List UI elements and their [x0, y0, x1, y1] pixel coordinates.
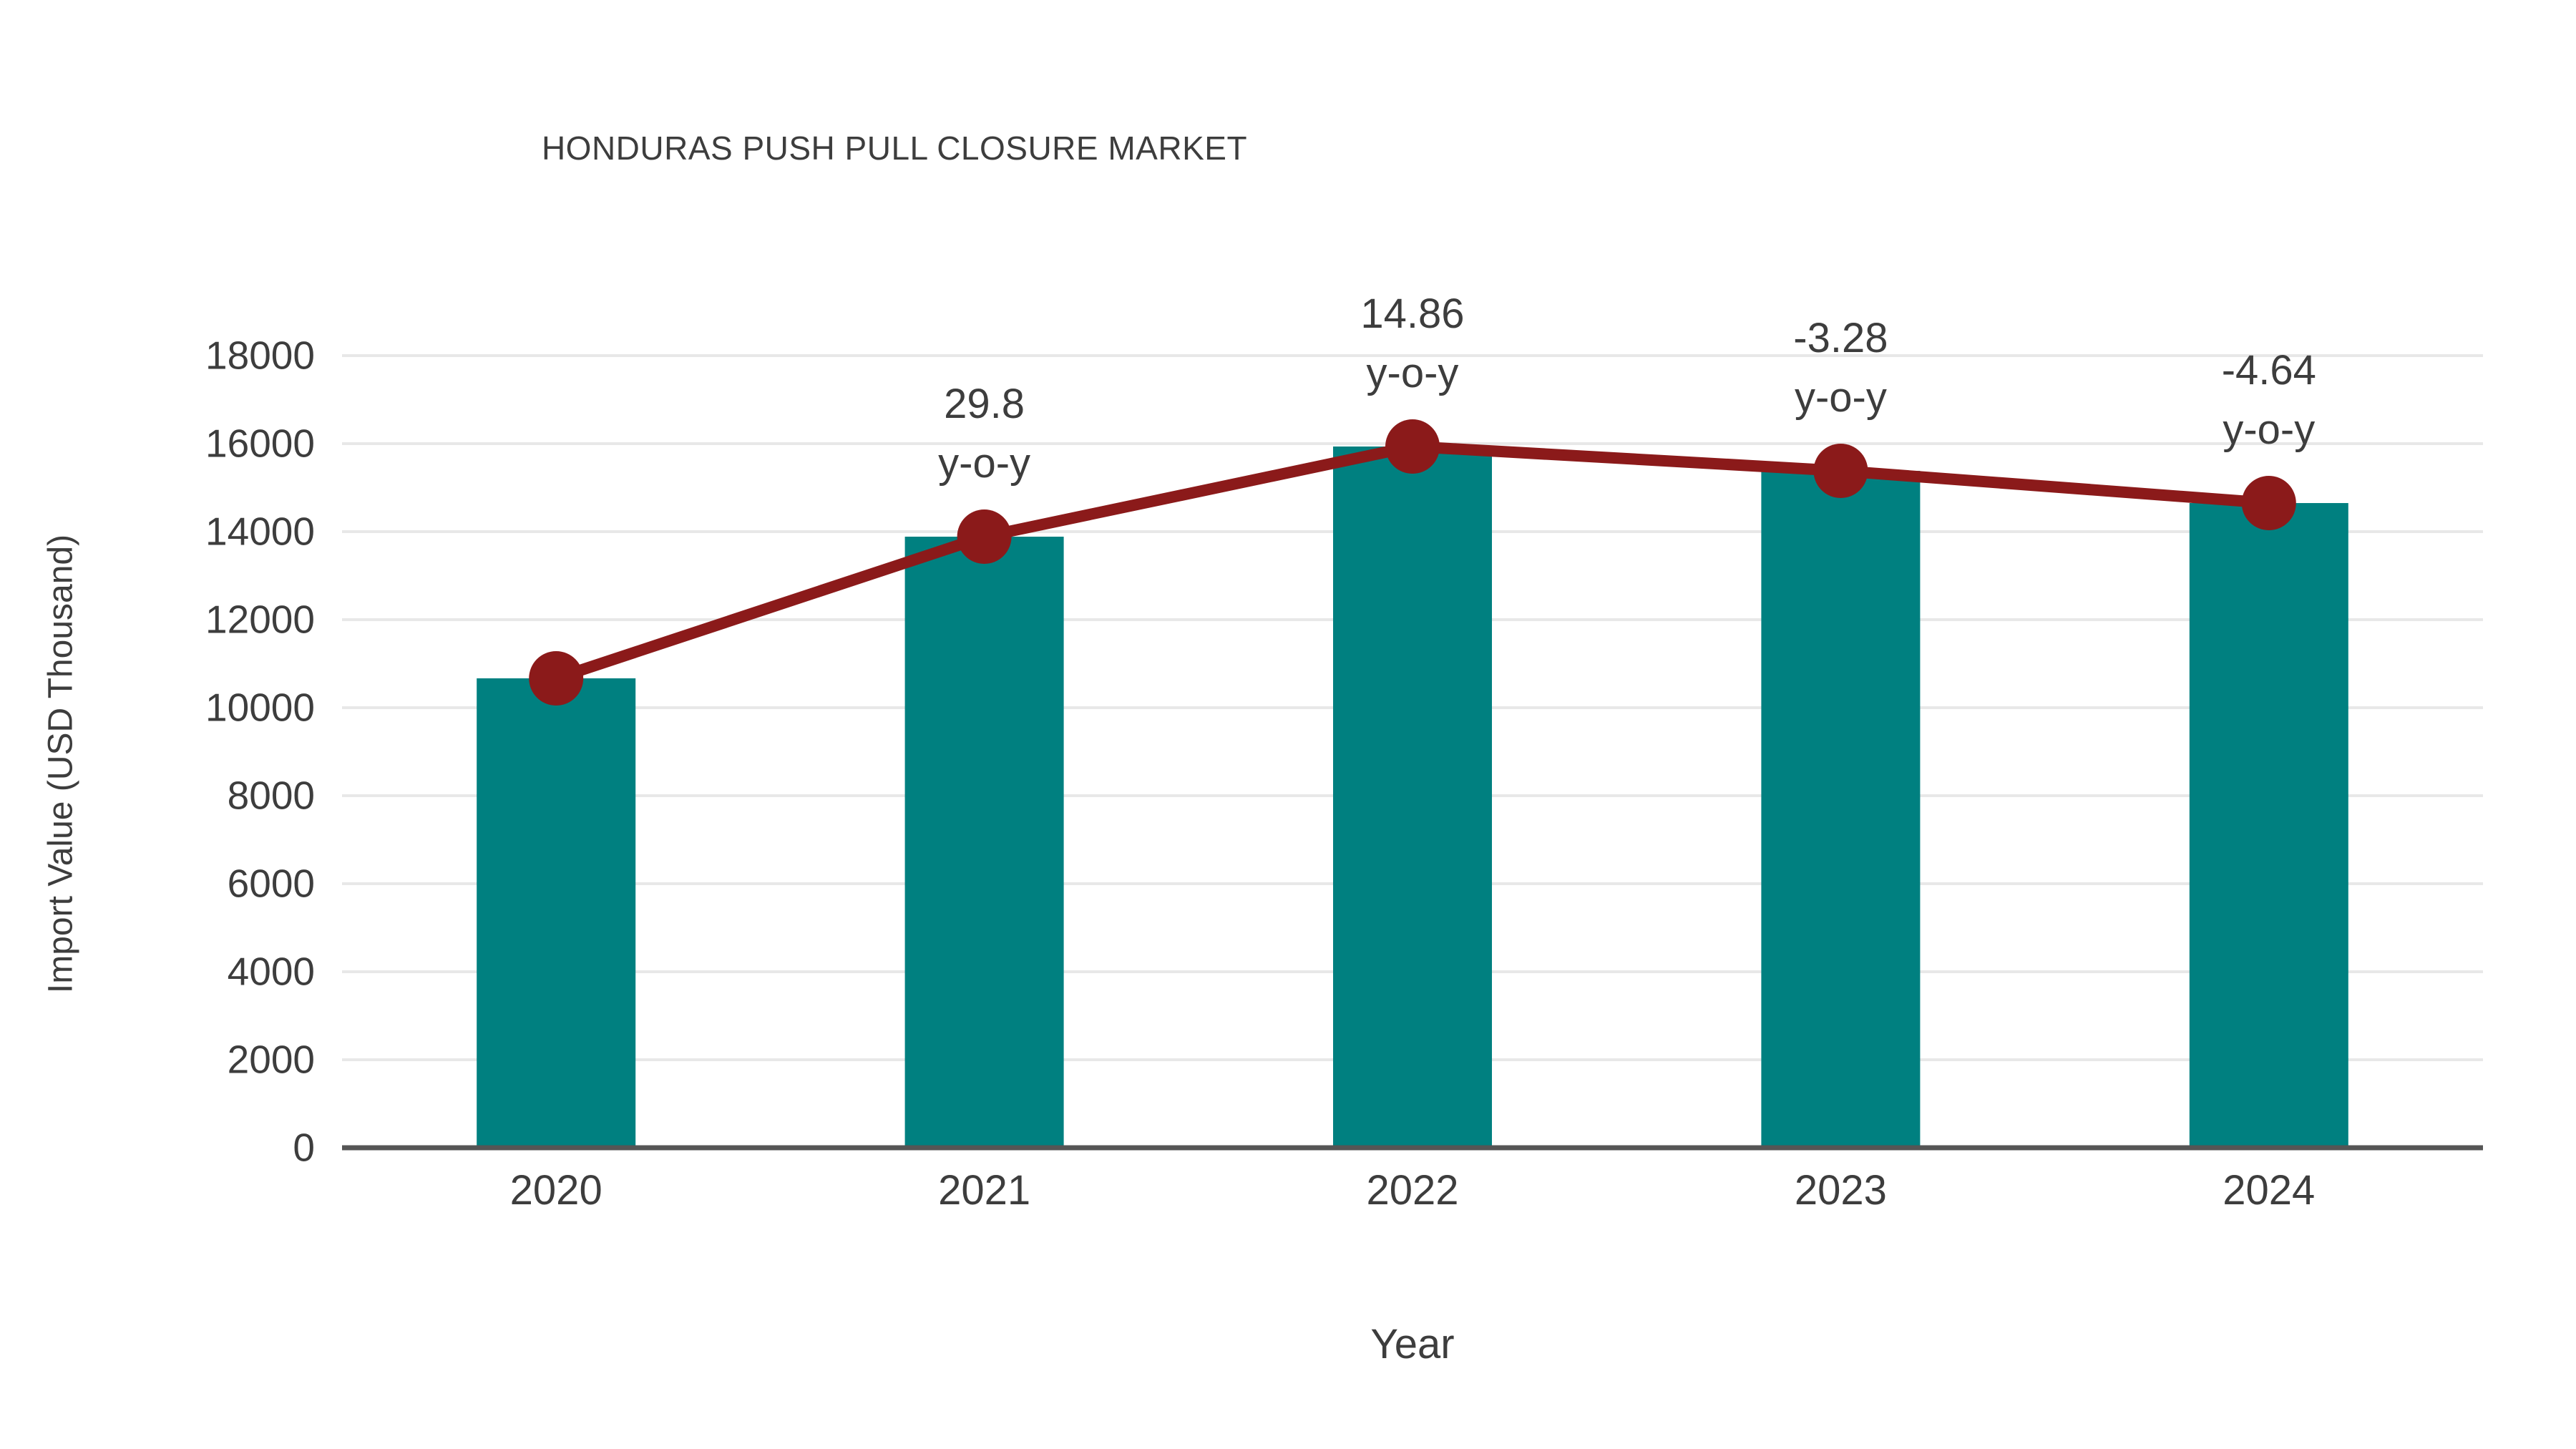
- data-point-marker: [2241, 476, 2296, 531]
- x-axis-tick-label: 2022: [1366, 1167, 1459, 1214]
- y-axis-tick-label: 18000: [205, 333, 315, 378]
- bar-series: [477, 446, 2348, 1148]
- yoy-annotation: 29.8 y-o-y: [938, 381, 1031, 487]
- data-point-marker: [957, 509, 1012, 565]
- yoy-value: 29.8: [944, 381, 1025, 427]
- x-axis-tick-label: 2023: [1794, 1167, 1887, 1214]
- data-point-marker: [1813, 444, 1868, 499]
- y-axis-tick-label: 14000: [205, 509, 315, 554]
- y-axis-tick-label: 10000: [205, 685, 315, 730]
- yoy-annotation: -3.28 y-o-y: [1793, 315, 1888, 421]
- trend-markers: [529, 419, 2296, 706]
- yoy-unit: y-o-y: [938, 439, 1031, 487]
- yoy-value: 14.86: [1360, 290, 1465, 337]
- yoy-unit: y-o-y: [2223, 406, 2316, 453]
- yoy-annotation: 14.86 y-o-y: [1360, 290, 1465, 396]
- y-axis-tick-label: 6000: [227, 861, 315, 906]
- yoy-annotation: -4.64 y-o-y: [2221, 347, 2316, 453]
- bar: [1333, 446, 1492, 1148]
- data-point-marker: [529, 650, 584, 706]
- yoy-unit: y-o-y: [1794, 374, 1887, 421]
- yoy-value: -3.28: [1793, 315, 1888, 361]
- y-axis-tick-label: 16000: [205, 421, 315, 466]
- yoy-value: -4.64: [2221, 347, 2316, 394]
- bar: [477, 678, 636, 1148]
- y-axis-tick-label: 4000: [227, 949, 315, 994]
- x-axis-tick-label: 2021: [938, 1167, 1031, 1214]
- page-title: HONDURAS PUSH PULL CLOSURE MARKET: [541, 130, 1248, 167]
- bar: [904, 537, 1064, 1148]
- bar: [1761, 471, 1921, 1148]
- x-axis-title: Year: [1370, 1321, 1455, 1367]
- data-point-marker: [1385, 419, 1440, 474]
- y-axis-tick-label: 2000: [227, 1037, 315, 1082]
- y-axis-tick-label: 0: [293, 1125, 315, 1170]
- yoy-unit: y-o-y: [1366, 349, 1459, 396]
- y-axis-tick-label: 8000: [227, 773, 315, 818]
- bar: [2189, 503, 2348, 1148]
- x-axis-tick-label: 2020: [509, 1167, 602, 1214]
- x-axis-tick-label: 2024: [2223, 1167, 2316, 1214]
- y-axis-tick-label: 12000: [205, 597, 315, 642]
